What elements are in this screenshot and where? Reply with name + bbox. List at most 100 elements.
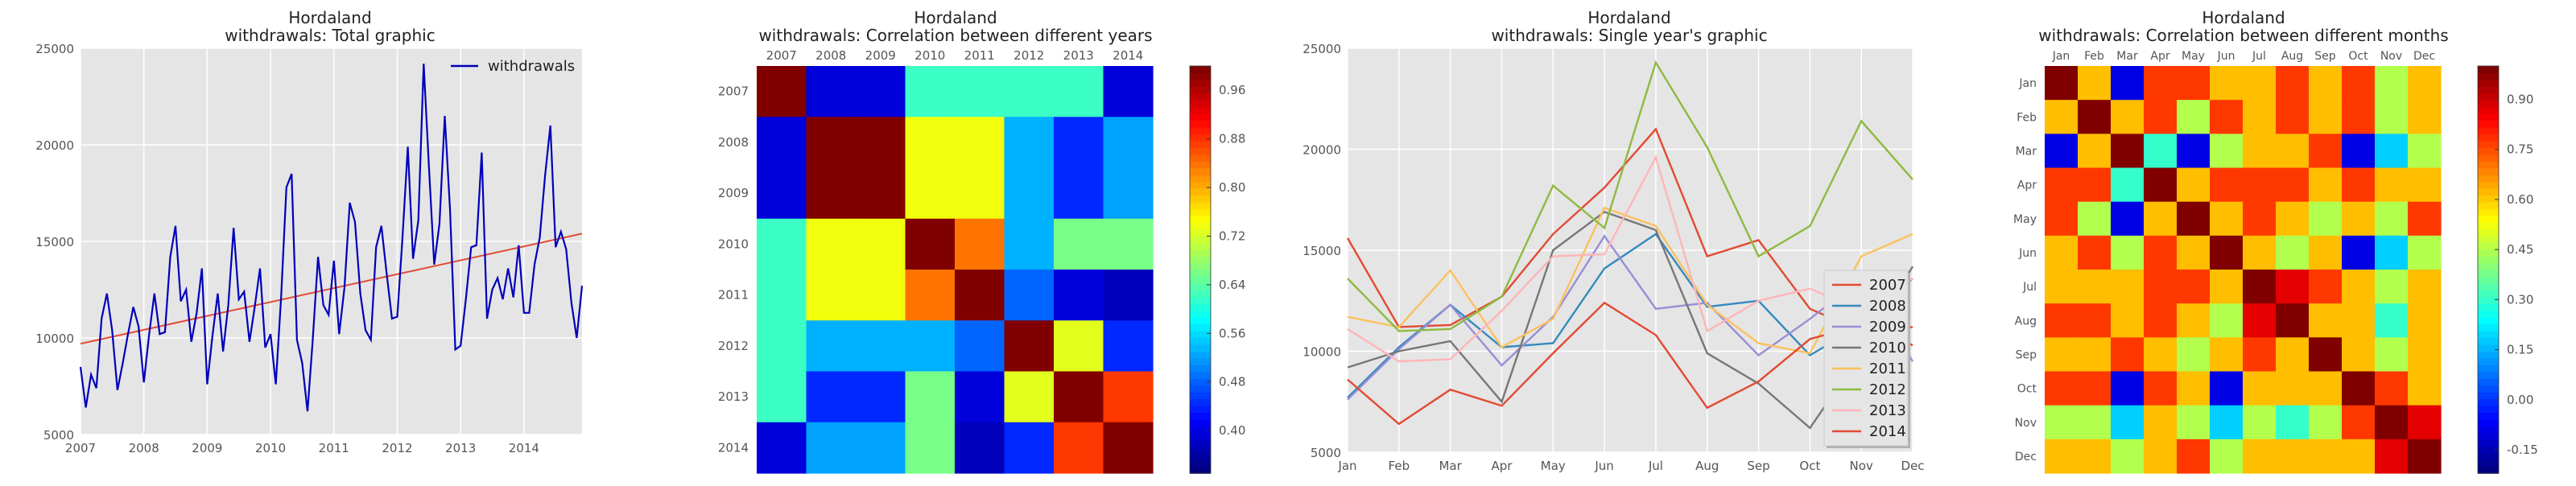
chart4-heatmap-cell xyxy=(2243,405,2277,440)
chart4-y-tick-label: Dec xyxy=(2015,451,2037,463)
chart2-heatmap-cell xyxy=(955,320,1005,373)
chart4-heatmap-cell xyxy=(2309,270,2343,304)
chart4-colorbar-segment xyxy=(2478,262,2499,270)
chart2-heatmap-cell xyxy=(1004,320,1055,373)
chart4-heatmap-cell xyxy=(2144,100,2178,134)
chart4-title-line2: withdrawals: Correlation between differe… xyxy=(2038,26,2448,45)
chart3-legend: 2007 2008 2009 2010 2011 2012 2013 2014 xyxy=(1823,270,1910,448)
chart4-colorbar-tick-label: 0.75 xyxy=(2507,142,2533,157)
chart4-heatmap-cell xyxy=(2243,167,2277,203)
chart4-heatmap-cell xyxy=(2276,303,2310,338)
chart2-colorbar-segment xyxy=(1190,385,1211,393)
chart2-heatmap-cell xyxy=(1054,270,1104,321)
chart4-colorbar-tick-label: 0.30 xyxy=(2507,292,2533,307)
chart4-heatmap-cell xyxy=(2078,405,2112,440)
chart3-x-tick-label: Sep xyxy=(1747,459,1769,473)
chart4-heatmap-cell xyxy=(2210,66,2244,101)
chart1-y-tick-label: 5000 xyxy=(43,428,74,443)
chart1-x-tick-label: 2013 xyxy=(445,441,476,455)
chart4-heatmap-cell xyxy=(2144,134,2178,169)
chart2-colorbar-segment xyxy=(1190,282,1211,291)
chart4-colorbar-segment xyxy=(2478,140,2499,148)
chart4-heatmap-cell xyxy=(2078,270,2112,304)
chart2-heatmap-cell xyxy=(806,422,857,474)
chart4-y-tick-label: Mar xyxy=(2016,145,2037,158)
chart4-heatmap-cell xyxy=(2276,134,2310,169)
chart4-heatmap-cell xyxy=(2078,201,2112,237)
chart4-colorbar-segment xyxy=(2478,93,2499,101)
chart3-x-tick-label: Nov xyxy=(1850,459,1873,473)
chart4-heatmap-cell xyxy=(2276,337,2310,373)
chart4-colorbar-segment xyxy=(2478,377,2499,386)
chart2-colorbar-segment xyxy=(1190,418,1211,426)
chart4-colorbar-segment xyxy=(2478,446,2499,454)
chart4-heatmap-cell xyxy=(2111,371,2145,406)
chart4-heatmap-cell xyxy=(2210,439,2244,474)
chart3-y-tick-label: 15000 xyxy=(1302,244,1341,258)
chart2-colorbar-segment xyxy=(1190,344,1211,352)
chart2-colorbar-segment xyxy=(1190,391,1211,400)
chart4-heatmap-cell xyxy=(2243,66,2277,101)
chart2-colorbar-segment xyxy=(1190,235,1211,244)
chart4-heatmap-cell xyxy=(2375,167,2409,203)
chart4-colorbar-segment xyxy=(2478,303,2499,311)
chart1-x-tick-label: 2011 xyxy=(319,441,349,455)
chart4-colorbar-tick-label: 0.60 xyxy=(2507,192,2533,207)
chart4-title-line1: Hordaland xyxy=(2202,8,2285,27)
chart2-colorbar-segment xyxy=(1190,72,1211,80)
chart3-series-line-2014 xyxy=(1347,301,1913,426)
chart4-heatmap-cell xyxy=(2309,303,2343,338)
chart1-title-line1: Hordaland xyxy=(288,8,371,27)
chart4-colorbar-segment xyxy=(2478,418,2499,426)
chart2-heatmap-cell xyxy=(856,66,906,117)
chart2-heatmap-cell xyxy=(905,371,956,423)
chart2-colorbar-tick-label: 0.72 xyxy=(1219,229,1245,243)
chart3-x-tick-label: Dec xyxy=(1901,459,1924,473)
chart3-legend-label: 2012 xyxy=(1869,381,1906,398)
chart2-colorbar-segment xyxy=(1190,93,1211,101)
chart2-colorbar-segment xyxy=(1190,187,1211,196)
chart4-colorbar-tick-label: 0.45 xyxy=(2507,242,2533,257)
chart2-colorbar-segment xyxy=(1190,229,1211,237)
chart4-heatmap-cell xyxy=(2045,66,2079,101)
chart2-heatmap-cell xyxy=(955,218,1005,270)
chart4-heatmap-cell xyxy=(2243,270,2277,304)
chart1-legend: withdrawals xyxy=(451,58,575,75)
chart2-heatmap-cell xyxy=(1103,270,1154,321)
chart2-heatmap-cell xyxy=(856,320,906,373)
chart2-x-tick-label: 2009 xyxy=(865,48,896,63)
chart2-y-tick-label: 2007 xyxy=(718,84,749,99)
chart4-heatmap-cell xyxy=(2375,201,2409,237)
chart4-heatmap-cell xyxy=(2408,201,2442,237)
chart4-x-tick-label: Jan xyxy=(2052,50,2070,63)
chart4-heatmap-cell xyxy=(2243,303,2277,338)
chart2-colorbar-segment xyxy=(1190,330,1211,339)
chart2-heatmap-cell xyxy=(1004,167,1055,220)
chart4-heatmap-cell xyxy=(2243,439,2277,474)
chart2-colorbar-segment xyxy=(1190,262,1211,270)
chart4-heatmap-cell xyxy=(2111,303,2145,338)
chart4-colorbar-segment xyxy=(2478,452,2499,460)
chart2-y-tick-label: 2013 xyxy=(718,389,749,404)
chart4-heatmap-cell xyxy=(2342,337,2376,373)
chart2-heatmap-cell xyxy=(757,218,807,270)
chart4-heatmap-cell xyxy=(2309,371,2343,406)
chart4-heatmap-cell xyxy=(2045,337,2079,373)
chart4-y-tick-label: May xyxy=(2013,213,2037,226)
chart4-heatmap-cell xyxy=(2243,134,2277,169)
chart2-year-correlation-heatmap: 2007 2007 2008 2008 2009 2009 2010 2010 2011 2011… xyxy=(718,48,1245,474)
chart4-colorbar-segment xyxy=(2478,432,2499,440)
chart4-colorbar-segment xyxy=(2478,371,2499,379)
chart2-heatmap-cell xyxy=(1054,167,1104,220)
chart4-heatmap-cell xyxy=(2408,235,2442,270)
chart1-y-tick-label: 15000 xyxy=(35,235,74,249)
chart4-heatmap-cell xyxy=(2144,303,2178,338)
chart2-colorbar-segment xyxy=(1190,446,1211,454)
chart4-heatmap-cell xyxy=(2243,201,2277,237)
chart4-colorbar-segment xyxy=(2478,276,2499,284)
chart1-y-tick-label: 10000 xyxy=(35,332,74,346)
chart4-heatmap-cell xyxy=(2375,439,2409,474)
chart4-heatmap-cell xyxy=(2342,167,2376,203)
chart2-heatmap-cell xyxy=(1103,66,1154,117)
chart4-colorbar-segment xyxy=(2478,270,2499,278)
